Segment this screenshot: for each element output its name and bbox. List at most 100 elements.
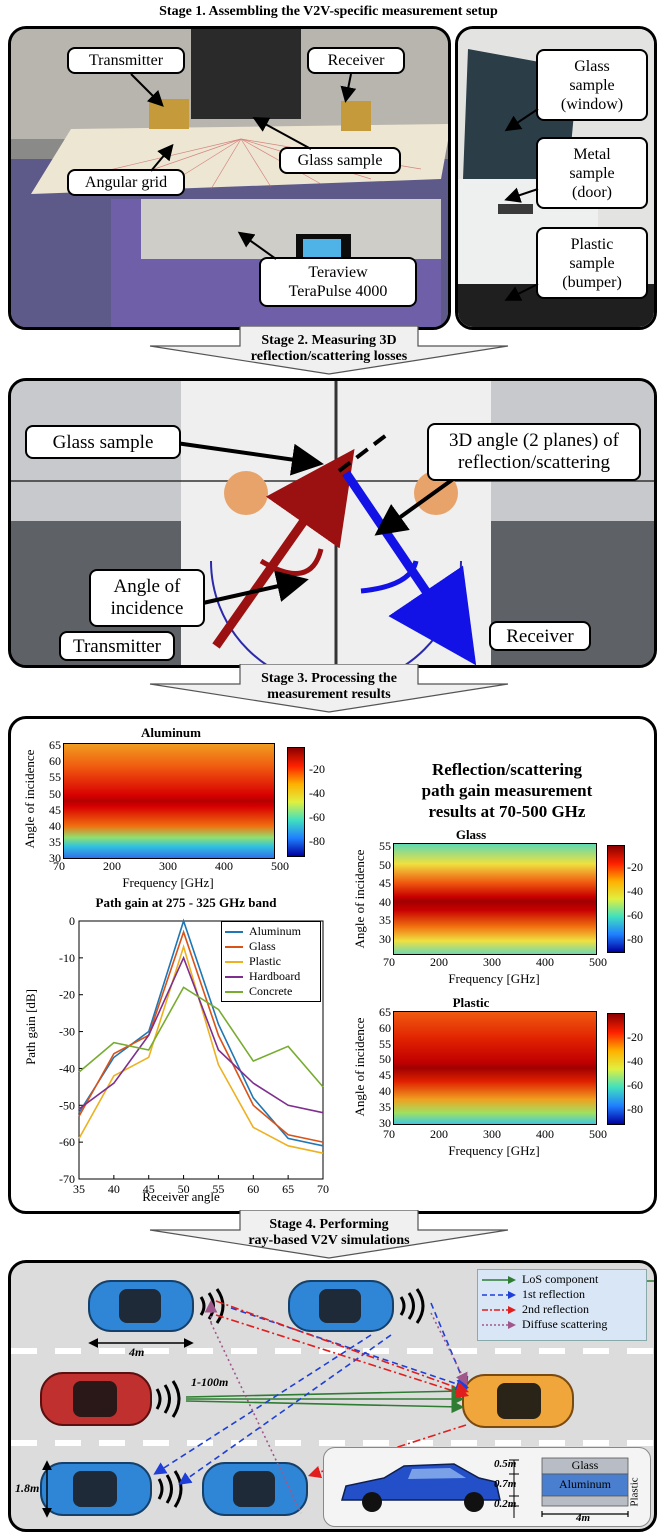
- x-tick-label: 65: [282, 1182, 294, 1196]
- legend-plastic: Plastic: [225, 954, 281, 968]
- ytick: 35: [49, 835, 61, 850]
- heatmap-glass-xticks: 70 200 300 400 500: [383, 955, 607, 970]
- stage2-title: Stage 2. Measuring 3D reflection/scatter…: [150, 333, 508, 365]
- ytick: 50: [379, 1052, 391, 1067]
- stage2-measurement-photo: Glass sample 3D angle (2 planes) of refl…: [8, 378, 657, 668]
- xtick: 200: [430, 1127, 448, 1141]
- cbar-tick: -40: [627, 1054, 643, 1068]
- dim-plastic-height: 0.2m: [494, 1498, 517, 1510]
- linechart-ylabel: Path gain [dB]: [23, 989, 38, 1065]
- ytick: 45: [379, 876, 391, 891]
- x-tick-label: 70: [317, 1182, 329, 1196]
- dim-car-length: 4m: [129, 1345, 145, 1359]
- ytick: 60: [49, 754, 61, 769]
- dim-aluminum-height: 0.7m: [494, 1478, 517, 1490]
- heatmap-glass-title: Glass: [455, 827, 487, 842]
- teraview-line2: TeraPulse 4000: [288, 283, 388, 300]
- cbar-tick: -20: [627, 860, 643, 874]
- stage1-setup-photo: Transmitter Receiver Glass sample Angula…: [8, 26, 451, 330]
- xtick: 300: [483, 955, 501, 969]
- ytick: 30: [49, 851, 61, 866]
- y-tick-label: -60: [59, 1135, 75, 1149]
- ytick: 50: [379, 857, 391, 872]
- side-view-car: [341, 1457, 629, 1518]
- cbar-tick: -60: [627, 1078, 643, 1092]
- setup-photo-illustration: [11, 29, 448, 327]
- y-tick-label: -30: [59, 1025, 75, 1039]
- plastic-line1: Plastic: [570, 235, 614, 253]
- legend-second: 2nd reflection: [482, 1302, 642, 1317]
- dim-height: 1.8m: [15, 1481, 40, 1495]
- cbar-tick: -60: [309, 810, 325, 824]
- y-tick-label: 0: [69, 914, 75, 928]
- glass-window-line1: Glass: [574, 57, 610, 75]
- car-red: [40, 1372, 152, 1426]
- stage4-legend: LoS component 1st reflection 2nd reflect…: [477, 1269, 647, 1341]
- stage4-simulation-panel: 4m 1-100m 1.8m LoS component 1st reflect…: [8, 1260, 657, 1532]
- material-glass: Glass: [571, 1458, 599, 1472]
- stage2-title-line2: reflection/scattering losses: [250, 349, 408, 364]
- xtick: 200: [430, 955, 448, 969]
- car-blue-top-mid: [288, 1280, 394, 1332]
- label-angle-incidence: Angle of incidence: [89, 569, 205, 627]
- dim-length-2: 4m: [576, 1512, 591, 1524]
- heatmap-aluminum-xticks: 70 200 300 400 500: [53, 859, 289, 874]
- cbar-tick: -40: [309, 786, 325, 800]
- ytick: 45: [49, 802, 61, 817]
- main-title-line2: path gain measurement: [421, 781, 593, 800]
- label-plastic-bumper: Plastic sample (bumper): [536, 227, 648, 299]
- stage4-title: Stage 4. Performing ray-based V2V simula…: [150, 1217, 508, 1249]
- stage3-title-line1: Stage 3. Processing the: [261, 671, 397, 686]
- stage2-arrow: [149, 326, 509, 375]
- linechart-legend: Aluminum Glass Plastic Hardboard Concret…: [221, 921, 321, 1002]
- linechart-xlabel: Receiver angle: [142, 1189, 220, 1204]
- xtick: 200: [103, 859, 121, 873]
- heatmap-aluminum-ylabel: Angle of incidence: [22, 749, 37, 849]
- xtick: 500: [271, 859, 289, 873]
- y-tick-label: -40: [59, 1061, 75, 1075]
- main-title-line3: results at 70-500 GHz: [428, 802, 586, 821]
- cbar-tick: -80: [627, 1102, 643, 1116]
- heatmap-aluminum-title: Aluminum: [141, 725, 201, 740]
- colorbar-plastic-ticks: -20 -40 -60 -80: [627, 1025, 643, 1121]
- cbar-tick: -20: [627, 1030, 643, 1044]
- angle3d-line2: reflection/scattering: [458, 452, 610, 473]
- series-line-concrete: [78, 986, 324, 1088]
- series-line-aluminum: [78, 918, 324, 1147]
- label-3d-angle: 3D angle (2 planes) of reflection/scatte…: [427, 423, 641, 481]
- stage1-title: Stage 1. Assembling the V2V-specific mea…: [159, 4, 498, 19]
- ytick: 50: [49, 786, 61, 801]
- y-tick-label: -50: [59, 1098, 75, 1112]
- colorbar-plastic: [607, 1013, 625, 1125]
- label-angular-grid: Angular grid: [67, 169, 185, 196]
- x-tick-label: 40: [108, 1182, 120, 1196]
- label-receiver: Receiver: [307, 47, 405, 74]
- legend-glass: Glass: [225, 939, 276, 953]
- heatmap-plastic-xlabel: Frequency [GHz]: [448, 1143, 540, 1158]
- metal-line1: Metal: [573, 145, 611, 163]
- stage3-title: Stage 3. Processing the measurement resu…: [150, 671, 508, 703]
- heatmap-plastic: [393, 1011, 597, 1125]
- y-tick-label: -10: [59, 951, 75, 965]
- material-plastic: Plastic: [628, 1477, 641, 1507]
- legend-first: 1st reflection: [482, 1287, 642, 1302]
- series-line-glass: [78, 929, 324, 1143]
- stage4-title-line2: ray-based V2V simulations: [248, 1233, 410, 1248]
- ytick: 35: [379, 1099, 391, 1114]
- cbar-tick: -60: [627, 908, 643, 922]
- heatmap-aluminum: [63, 743, 275, 859]
- metal-line2: sample: [569, 164, 615, 182]
- y-tick-label: -20: [59, 988, 75, 1002]
- x-tick-label: 55: [212, 1182, 224, 1196]
- x-tick-label: 45: [143, 1182, 155, 1196]
- heatmap-plastic-title: Plastic: [452, 995, 490, 1010]
- stage4-title-line1: Stage 4. Performing: [269, 1217, 389, 1232]
- label-metal-door: Metal sample (door): [536, 137, 648, 209]
- xtick: 70: [53, 859, 65, 873]
- label-transmitter: Transmitter: [67, 47, 185, 74]
- incidence-line2: incidence: [110, 598, 184, 619]
- legend-aluminum: Aluminum: [225, 924, 302, 938]
- cbar-tick: -20: [309, 762, 325, 776]
- v2v-scene: [11, 1280, 654, 1518]
